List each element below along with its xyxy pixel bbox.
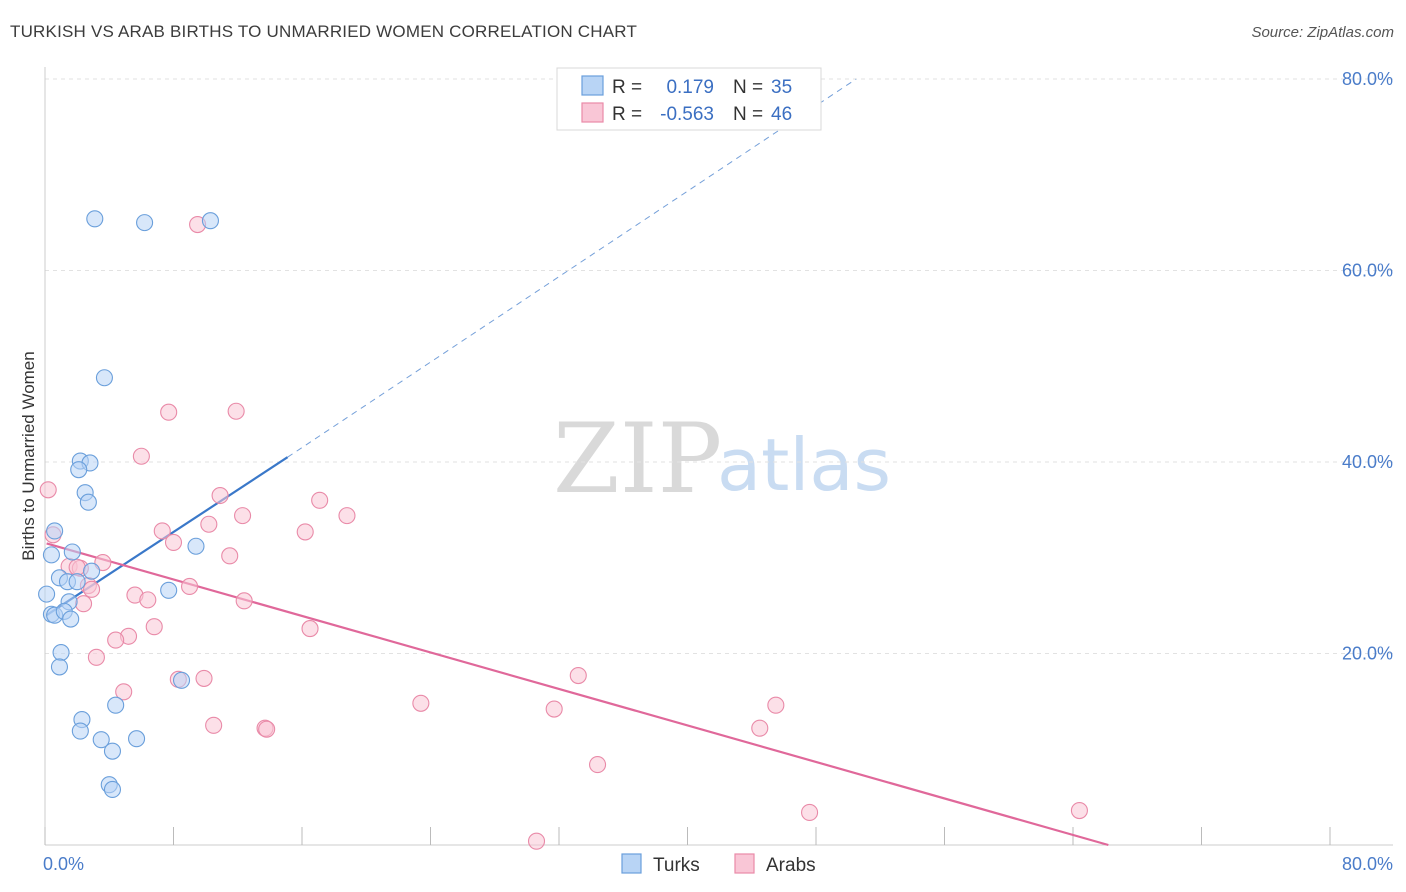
legend-turks-n-value: 35 bbox=[771, 77, 792, 98]
arabs-point bbox=[296, 523, 314, 541]
turks-point bbox=[70, 461, 88, 479]
y-tick-label: 60.0% bbox=[1342, 261, 1393, 281]
legend-turks-r-value: 0.179 bbox=[666, 77, 714, 98]
turks-point bbox=[68, 573, 86, 591]
bottom-legend-swatch-turks bbox=[621, 853, 642, 874]
chart-title: TURKISH VS ARAB BIRTHS TO UNMARRIED WOME… bbox=[10, 22, 638, 41]
arabs-point bbox=[569, 666, 587, 685]
arabs-point bbox=[205, 716, 223, 734]
points-layer bbox=[38, 210, 1088, 850]
arabs-point bbox=[145, 618, 163, 636]
arabs-point bbox=[68, 558, 86, 576]
turks-point bbox=[128, 730, 146, 748]
arabs-point bbox=[234, 507, 252, 525]
legend-arabs-r-value: -0.563 bbox=[660, 104, 714, 125]
arabs-point bbox=[227, 402, 245, 420]
turks-point bbox=[172, 671, 191, 689]
arabs-point bbox=[311, 491, 329, 509]
turks-point bbox=[42, 546, 60, 564]
arabs-point bbox=[588, 756, 607, 774]
arabs-point bbox=[301, 620, 319, 638]
arabs-point bbox=[801, 803, 819, 821]
turks-point bbox=[83, 562, 101, 580]
legend-arabs-r-label: R = bbox=[612, 104, 642, 125]
turks-point bbox=[86, 210, 104, 228]
turks-point bbox=[63, 543, 81, 561]
legend-swatch-turks bbox=[581, 75, 604, 96]
turks-point bbox=[50, 658, 69, 676]
grid-layer bbox=[45, 78, 1393, 654]
arabs-point bbox=[83, 580, 101, 598]
arabs-point bbox=[132, 447, 150, 465]
y-tick-label: 80.0% bbox=[1342, 69, 1393, 89]
arabs-point bbox=[153, 522, 171, 540]
arabs-point bbox=[751, 719, 769, 737]
x-tick-label: 80.0% bbox=[1342, 854, 1393, 874]
turks-point bbox=[92, 731, 110, 749]
arabs-point bbox=[545, 700, 563, 718]
arabs-point bbox=[107, 631, 125, 649]
arabs-point bbox=[1070, 801, 1088, 820]
legend-arabs-n-label: N = bbox=[733, 104, 763, 125]
y-tick-label: 40.0% bbox=[1342, 452, 1393, 472]
arabs-point bbox=[338, 507, 356, 525]
turks-point bbox=[62, 610, 80, 628]
legend-swatch-arabs bbox=[581, 102, 604, 123]
turks-point bbox=[103, 742, 122, 760]
arabs-point bbox=[767, 696, 785, 714]
turks-point bbox=[160, 581, 178, 599]
arabs-point bbox=[39, 481, 57, 499]
arabs-point bbox=[164, 533, 183, 551]
arabs-point bbox=[195, 669, 213, 687]
turks-point bbox=[95, 369, 113, 387]
arabs-point bbox=[87, 648, 105, 666]
axis-layer: 20.0% 40.0% 60.0% 80.0% 0.0% 80.0% bbox=[43, 67, 1393, 874]
arabs-point bbox=[211, 486, 229, 505]
turks-point bbox=[103, 780, 122, 799]
turks-point bbox=[187, 537, 205, 555]
turks-point bbox=[71, 722, 89, 740]
legend-turks-n-label: N = bbox=[733, 77, 763, 98]
x-tick-label: 0.0% bbox=[43, 854, 84, 874]
stats-legend: R = 0.179 N = 35 R = -0.563 N = 46 bbox=[556, 67, 822, 131]
arabs-trend-line bbox=[46, 542, 1109, 847]
turks-point bbox=[46, 522, 64, 540]
turks-point bbox=[79, 493, 97, 511]
y-tick-label: 20.0% bbox=[1342, 644, 1393, 664]
bottom-legend-swatch-arabs bbox=[734, 853, 755, 874]
series-legend: Turks Arabs bbox=[621, 853, 816, 876]
arabs-point bbox=[115, 683, 133, 701]
turks-point bbox=[38, 585, 56, 603]
bottom-legend-arabs: Arabs bbox=[766, 855, 816, 876]
source-credit: Source: ZipAtlas.com bbox=[1251, 24, 1394, 41]
turks-point bbox=[201, 212, 219, 230]
arabs-point bbox=[75, 595, 93, 613]
legend-arabs-n-value: 46 bbox=[771, 104, 792, 125]
arabs-point bbox=[94, 553, 112, 572]
arabs-point bbox=[527, 832, 546, 850]
legend-turks-r-label: R = bbox=[612, 77, 642, 98]
turks-point bbox=[52, 643, 70, 662]
arabs-point bbox=[160, 403, 178, 421]
bottom-legend-turks: Turks bbox=[653, 855, 700, 876]
turks-trend-extension bbox=[287, 78, 857, 458]
arabs-point bbox=[412, 694, 430, 712]
turks-point bbox=[136, 214, 154, 232]
arabs-point bbox=[139, 591, 157, 609]
watermark-zip: ZIP bbox=[553, 403, 722, 515]
arabs-point bbox=[200, 515, 218, 533]
y-axis-title: Births to Unmarried Women bbox=[19, 351, 38, 560]
arabs-point bbox=[258, 720, 276, 738]
arabs-point bbox=[181, 577, 199, 596]
arabs-point bbox=[221, 547, 239, 565]
turks-point bbox=[107, 696, 125, 714]
watermark-atlas: atlas bbox=[717, 423, 891, 507]
arabs-point bbox=[235, 592, 253, 610]
